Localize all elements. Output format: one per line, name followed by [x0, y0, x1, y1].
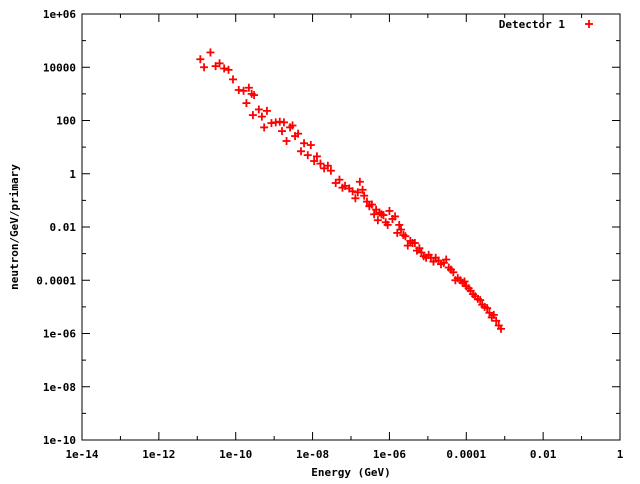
axes: 1e-14 1e-12 1e-10 1e-08 1e-06 0.0001 0.01 1 1e+0… [36, 8, 623, 461]
data-point [379, 211, 388, 220]
x-tick-label: 0.0001 [446, 448, 486, 461]
data-point [383, 220, 392, 229]
y-tick-label: 1e+06 [43, 8, 76, 21]
data-point [239, 86, 248, 95]
data-point [215, 59, 224, 68]
x-tick-label: 1e-06 [373, 448, 406, 461]
data-point [244, 83, 253, 92]
data-point [401, 232, 410, 241]
legend-label: Detector 1 [499, 18, 566, 31]
data-point [303, 151, 312, 160]
data-point [335, 175, 344, 184]
data-point [449, 268, 458, 277]
y-tick-label: 0.0001 [36, 274, 76, 287]
data-point [206, 48, 215, 57]
data-point [410, 239, 419, 248]
data-point [312, 152, 321, 161]
data-point [224, 65, 233, 74]
data-point [310, 157, 319, 166]
y-tick-label: 0.01 [50, 221, 77, 234]
data-point [326, 166, 335, 175]
y-tick-label: 1 [69, 168, 76, 181]
legend: Detector 1 [499, 18, 593, 31]
data-point [391, 212, 400, 221]
data-point [485, 308, 494, 317]
data-point [254, 105, 263, 114]
data-point [358, 185, 367, 194]
data-point [460, 277, 469, 286]
data-point [306, 141, 315, 150]
data-point [294, 129, 303, 138]
y-tick-label: 1e-10 [43, 434, 76, 447]
x-tick-label: 1e-08 [296, 448, 329, 461]
x-tick-label: 0.01 [530, 448, 557, 461]
data-point [348, 187, 357, 196]
data-point [196, 55, 205, 64]
data-point [300, 139, 309, 148]
data-point [229, 75, 238, 84]
x-tick-label: 1 [617, 448, 624, 461]
y-tick-label: 1e-08 [43, 381, 76, 394]
data-point [395, 220, 404, 229]
y-axis-label: neutron/GeV/primary [8, 164, 21, 290]
data-point [250, 91, 259, 100]
legend-marker [585, 20, 593, 28]
y-tick-label: 1e-06 [43, 328, 76, 341]
data-point [200, 63, 209, 72]
data-point [370, 210, 379, 219]
data-point [360, 191, 369, 200]
data-points [196, 48, 505, 333]
data-point [242, 99, 251, 108]
data-point [403, 241, 412, 250]
data-point [277, 127, 286, 136]
data-point [260, 123, 269, 132]
data-point [476, 296, 485, 305]
y-tick-label: 100 [56, 115, 76, 128]
x-tick-label: 1e-10 [219, 448, 252, 461]
data-point [442, 255, 451, 264]
data-point [323, 161, 332, 170]
data-point [355, 177, 364, 186]
data-point [496, 324, 505, 333]
data-point [385, 206, 394, 215]
data-point [492, 316, 501, 325]
data-point [279, 118, 288, 127]
data-point [297, 147, 306, 156]
data-point [367, 200, 376, 209]
data-point [483, 304, 492, 313]
data-point [282, 136, 291, 145]
plot-frame [81, 13, 621, 441]
data-point [415, 244, 424, 253]
data-point [396, 225, 405, 234]
data-point [351, 194, 360, 203]
data-point [288, 121, 297, 130]
data-point [262, 106, 271, 115]
data-point [220, 64, 229, 73]
data-point [489, 310, 498, 319]
data-point [373, 216, 382, 225]
data-point [353, 188, 362, 197]
data-point [362, 197, 371, 206]
x-tick-label: 1e-14 [65, 448, 98, 461]
y-tick-label: 10000 [43, 61, 76, 74]
data-point [316, 159, 325, 168]
data-point [341, 181, 350, 190]
data-point [257, 112, 266, 121]
x-axis-label: Energy (GeV) [311, 466, 390, 479]
x-tick-label: 1e-12 [142, 448, 175, 461]
data-point [248, 111, 257, 120]
